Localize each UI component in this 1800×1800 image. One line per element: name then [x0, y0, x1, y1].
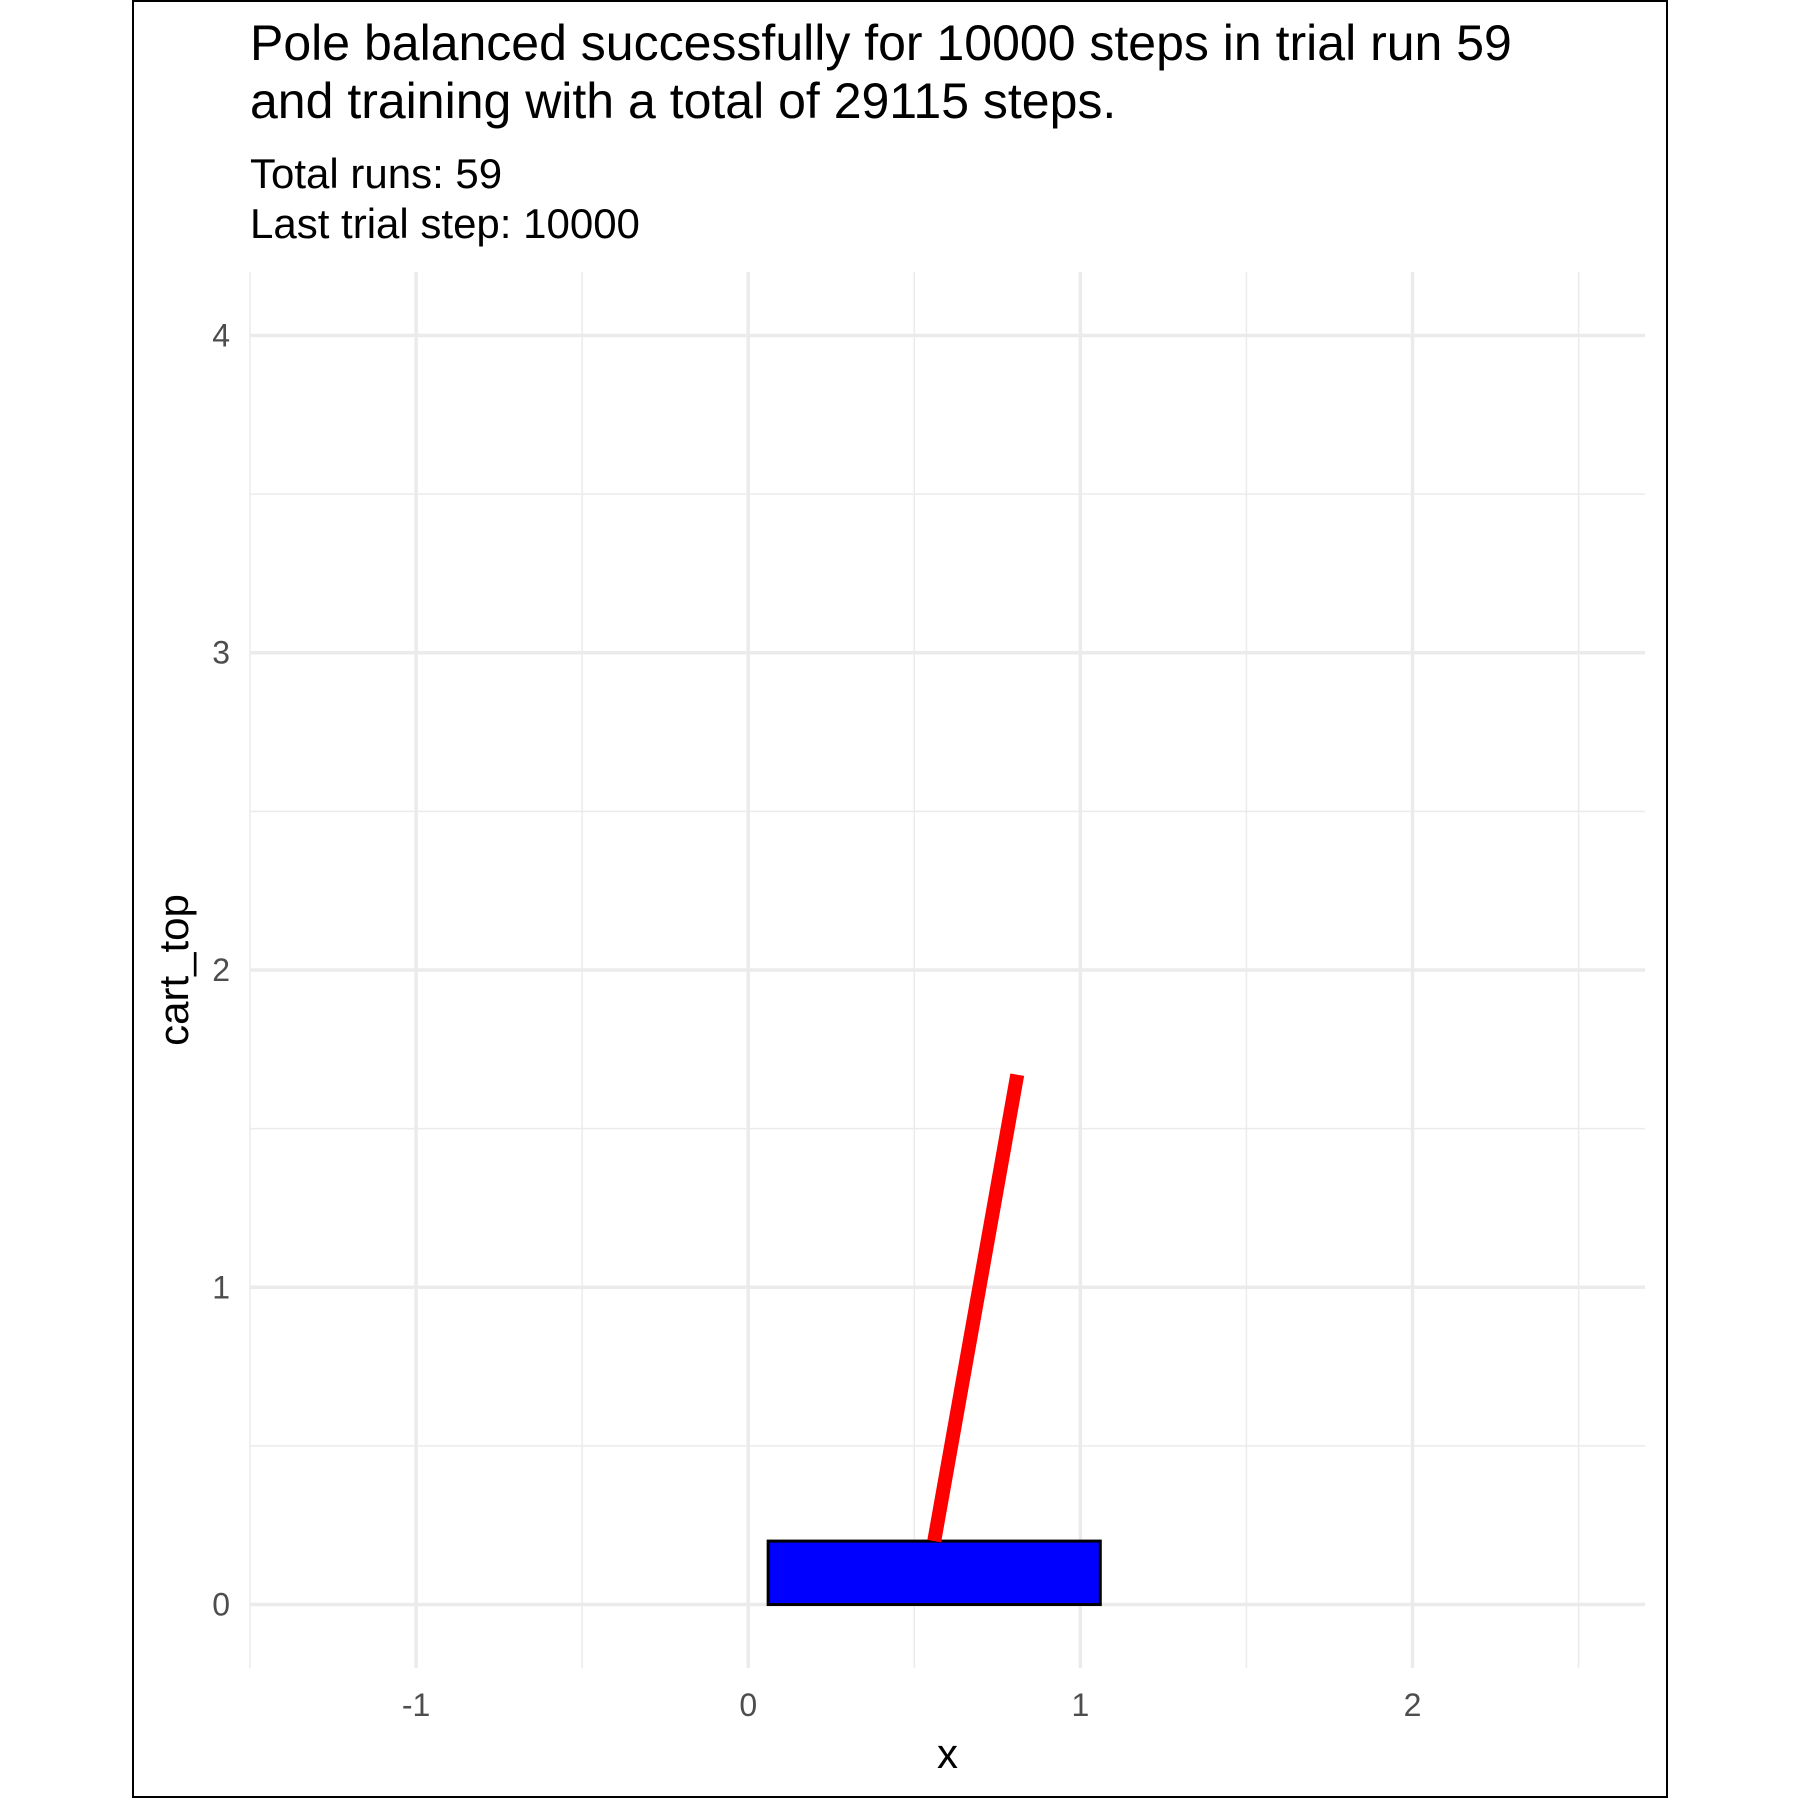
- chart-title-line-1: Pole balanced successfully for 10000 ste…: [250, 15, 1512, 71]
- chart-subtitle-line-1: Total runs: 59: [250, 150, 503, 197]
- pole-line: [927, 1073, 1025, 1543]
- x-tick-label: 1: [1071, 1687, 1089, 1723]
- y-tick-label: 0: [212, 1587, 230, 1623]
- y-tick-label: 1: [212, 1269, 230, 1305]
- x-tick-label: 0: [739, 1687, 757, 1723]
- x-tick-label: 2: [1404, 1687, 1422, 1723]
- y-tick-label: 2: [212, 952, 230, 988]
- x-axis-title: x: [937, 1730, 958, 1777]
- chart-title-line-2: and training with a total of 29115 steps…: [250, 73, 1117, 129]
- y-tick-label: 4: [212, 317, 230, 353]
- cart-rect: [766, 1539, 1102, 1607]
- chart-subtitle-line-2: Last trial step: 10000: [250, 200, 640, 247]
- y-tick-label: 3: [212, 635, 230, 671]
- x-tick-label: -1: [402, 1687, 430, 1723]
- y-axis-title: cart_top: [150, 894, 197, 1046]
